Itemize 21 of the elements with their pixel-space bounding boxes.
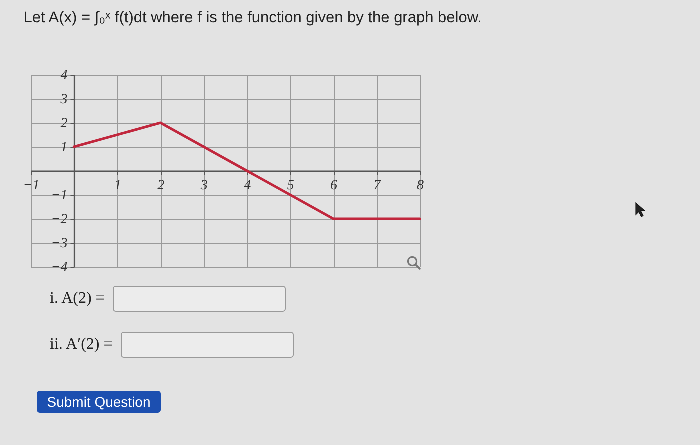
text: i. A(2) = xyxy=(50,289,105,309)
x-tick-label: 8 xyxy=(417,178,424,194)
x-tick-label: 4 xyxy=(244,178,252,194)
y-tick-label: 3 xyxy=(60,92,68,108)
chart-title: Let A(x) = ∫₀ˣ f(t)dt where f is the function given by the graph below. xyxy=(24,10,482,26)
y-tick-label: −4 xyxy=(51,260,68,276)
y-tick-label: 4 xyxy=(60,68,68,84)
x-tick-label: 5 xyxy=(287,178,294,194)
y-tick-label: −3 xyxy=(51,236,68,252)
x-tick-label: 7 xyxy=(374,178,382,194)
x-tick-label: 6 xyxy=(330,178,338,194)
x-tick-label: 2 xyxy=(158,178,165,194)
y-tick-label: −2 xyxy=(51,212,68,228)
y-tick-label: −1 xyxy=(51,188,68,204)
x-tick-label: 1 xyxy=(114,178,122,194)
x-tick-label: −1 xyxy=(23,178,40,194)
text: ii. A′(2) = xyxy=(50,335,113,355)
submit-button: Submit Question xyxy=(37,391,161,413)
y-tick-label: 1 xyxy=(60,140,68,156)
x-tick-label: 3 xyxy=(200,178,208,194)
y-tick-label: 2 xyxy=(60,116,68,132)
